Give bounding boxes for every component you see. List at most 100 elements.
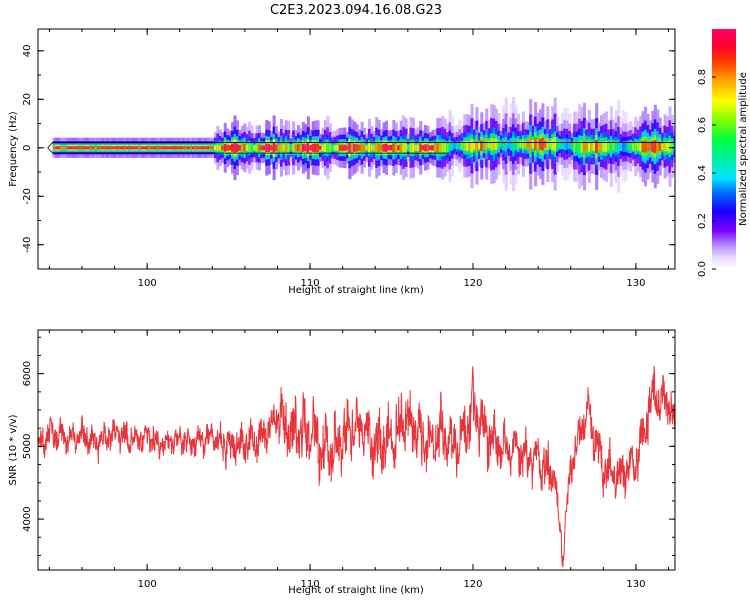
heatmap-cell	[666, 141, 670, 152]
heatmap-cell	[184, 146, 188, 150]
heatmap-cell	[556, 139, 560, 149]
heatmap-cell	[644, 140, 648, 153]
heatmap-cell	[223, 143, 227, 152]
heatmap-cell	[570, 143, 574, 150]
heatmap-cell	[55, 146, 59, 150]
heatmap-cell	[96, 146, 100, 150]
heatmap-cell	[140, 146, 144, 150]
heatmap-cell	[607, 142, 611, 151]
heatmap-cell	[187, 146, 191, 150]
top-ytick-label: -20	[22, 188, 33, 204]
heatmap-cell	[382, 143, 386, 152]
heatmap-cell	[106, 146, 110, 150]
heatmap-cell	[585, 142, 589, 151]
heatmap-cell	[133, 146, 137, 150]
heatmap-cell	[485, 138, 489, 150]
heatmap-cell	[526, 140, 530, 148]
heatmap-cell	[128, 146, 132, 150]
colorbar: 0.0 0.2 0.4 0.6 0.8 Normalized spectral ampl…	[697, 29, 749, 277]
heatmap-cell	[111, 146, 115, 150]
heatmap-cell	[262, 145, 266, 151]
heatmap-cell	[380, 144, 384, 151]
heatmap-cell	[670, 141, 674, 152]
x-axis-label-bottom: Height of straight line (km)	[288, 585, 424, 596]
heatmap-cell	[165, 146, 169, 150]
heatmap-cell	[326, 142, 330, 153]
heatmap-cell	[250, 144, 254, 152]
ridge-outline-cap	[47, 142, 53, 149]
heatmap-cell	[69, 146, 73, 150]
heatmap-cell	[130, 146, 134, 150]
heatmap-cell	[463, 141, 467, 151]
heatmap-cell	[387, 145, 391, 151]
heatmap-cell	[568, 139, 572, 149]
heatmap-cell	[301, 143, 305, 152]
heatmap-cell	[145, 146, 149, 150]
heatmap-cell	[52, 146, 56, 150]
heatmap-cell	[292, 143, 296, 152]
bottom-xtick-label: 100	[138, 579, 157, 590]
heatmap-cell	[499, 141, 503, 148]
heatmap-cell	[157, 146, 161, 150]
heatmap-cell	[450, 141, 455, 151]
heatmap-cell	[372, 145, 376, 151]
bottom-ytick-label: 5000	[22, 434, 33, 459]
heatmap-cell	[421, 145, 425, 151]
bottom-ytick-label: 6000	[22, 361, 33, 386]
heatmap-cell	[661, 143, 665, 150]
heatmap-cell	[634, 142, 638, 152]
heatmap-cell	[265, 143, 269, 153]
bottom-xtick-label: 130	[626, 579, 645, 590]
snr-series-line	[38, 365, 675, 568]
heatmap-cell	[534, 137, 538, 151]
bottom-ytick-label: 4000	[22, 506, 33, 531]
heatmap-cell	[331, 145, 335, 151]
heatmap-cell	[143, 146, 147, 150]
heatmap-cell	[622, 141, 626, 153]
heatmap-cell	[211, 146, 215, 150]
colorbar-ticks: 0.0 0.2 0.4 0.6 0.8	[697, 69, 716, 277]
figure-title: C2E3.2023.094.16.08.G23	[270, 3, 442, 18]
heatmap-cell	[524, 140, 528, 148]
heatmap-cell	[213, 145, 217, 151]
heatmap-cell	[521, 139, 525, 150]
heatmap-cell	[441, 142, 445, 153]
heatmap-cell	[294, 145, 298, 151]
heatmap-cell	[578, 140, 582, 154]
heatmap-cell	[507, 139, 511, 149]
heatmap-cell	[497, 139, 501, 149]
heatmap-cell	[243, 144, 247, 152]
heatmap-cell	[631, 143, 635, 150]
heatmap-cell	[314, 143, 318, 152]
heatmap-cell	[604, 141, 608, 152]
heatmap-cell	[363, 144, 367, 151]
heatmap-cell	[455, 142, 459, 150]
heatmap-cell	[490, 137, 494, 151]
heatmap-cell	[233, 142, 237, 153]
top-ytick-label: 20	[22, 93, 33, 106]
heatmap-cell	[226, 144, 230, 151]
heatmap-cell	[345, 145, 349, 151]
heatmap-cell	[480, 140, 484, 152]
plot-area-bottom	[38, 330, 675, 570]
y-axis-label-top: Frequency (Hz)	[8, 111, 19, 187]
heatmap-cell	[235, 143, 239, 152]
heatmap-cell	[419, 143, 423, 152]
heatmap-cell	[72, 146, 76, 150]
heatmap-cell	[592, 142, 596, 151]
heatmap-cell	[409, 143, 413, 153]
heatmap-cell	[231, 143, 235, 152]
heatmap-cell	[394, 143, 398, 152]
axis-ticks-bottom: 100 110 120 130 4000 5000 6000	[22, 330, 675, 590]
heatmap-cell	[458, 141, 462, 150]
heatmap-cell	[228, 145, 232, 151]
top-xtick-label: 120	[463, 278, 482, 289]
heatmap-cell	[270, 145, 274, 151]
heatmap-cell	[194, 146, 198, 150]
heatmap-cell	[74, 146, 78, 150]
heatmap-cell	[614, 140, 618, 153]
heatmap-cell	[81, 146, 86, 150]
heatmap-cell	[62, 146, 66, 150]
heatmap-cell	[509, 137, 513, 151]
heatmap-cell	[91, 146, 95, 150]
